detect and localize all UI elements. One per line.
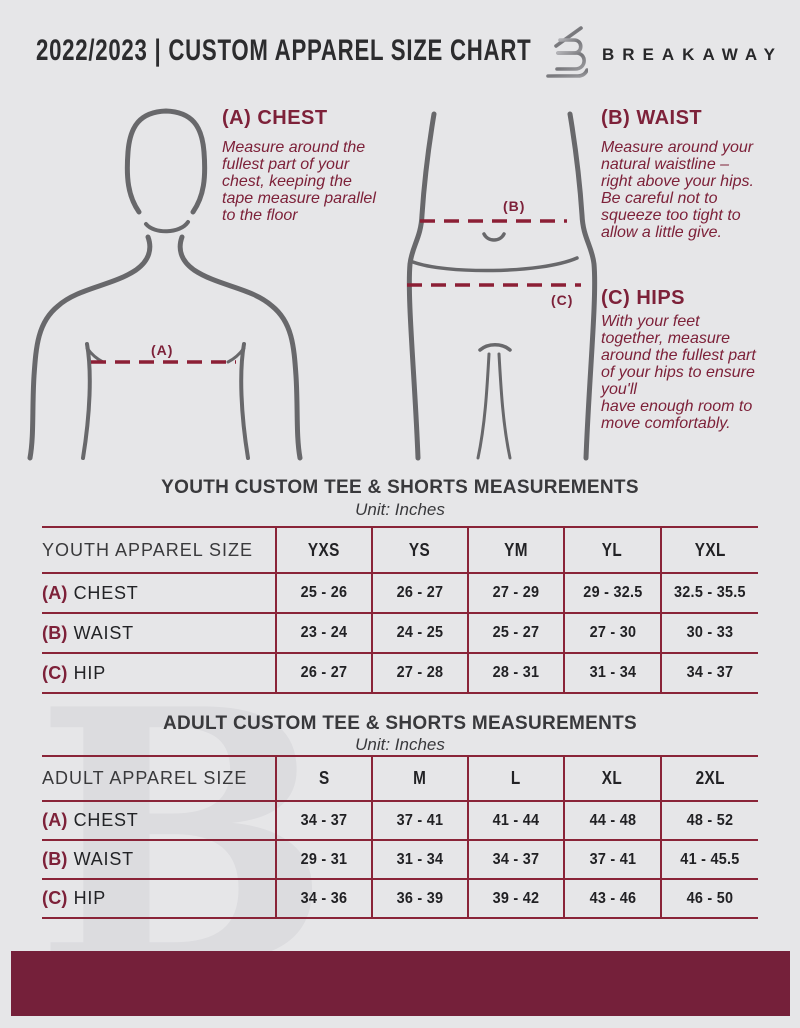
table-row: (A) CHEST 25 - 26 26 - 27 27 - 29 29 - 32… [42, 572, 758, 613]
hips-section-heading: (C) HIPS [601, 287, 685, 309]
measure-value: 26 - 27 [275, 652, 372, 694]
lower-body-figure [406, 111, 598, 461]
measure-value: 29 - 32.5 [563, 572, 661, 613]
size-header: XL [563, 755, 661, 801]
measure-value: 41 - 44 [467, 800, 564, 840]
measure-row-label: (A) CHEST [42, 572, 276, 613]
table-header-row: ADULT APPAREL SIZE S M L XL 2XL [42, 755, 758, 801]
size-header: S [275, 755, 372, 801]
size-header: YXS [275, 526, 372, 573]
youth-table-subtitle: Unit: Inches [355, 500, 445, 519]
youth-table-title: YOUTH CUSTOM TEE & SHORTS MEASUREMENTS [161, 477, 639, 498]
measure-value: 31 - 34 [563, 652, 661, 694]
measure-value: 39 - 42 [467, 878, 564, 919]
waist-section-body: Measure around your natural waistline – … [601, 139, 754, 241]
table-row: (B) WAIST 29 - 31 31 - 34 34 - 37 37 - 41… [42, 839, 758, 879]
measure-value: 30 - 33 [660, 612, 758, 653]
measure-value: 27 - 29 [467, 572, 564, 613]
size-header: L [467, 755, 564, 801]
youth-size-column-header: YOUTH APPAREL SIZE [42, 526, 276, 573]
measure-row-label: (B) WAIST [42, 612, 276, 653]
measure-value: 37 - 41 [563, 839, 661, 879]
measure-value: 34 - 36 [275, 878, 372, 919]
measure-value: 41 - 45.5 [660, 839, 758, 879]
measure-value: 34 - 37 [467, 839, 564, 879]
measure-row-label: (C) HIP [42, 878, 276, 919]
measure-value: 36 - 39 [371, 878, 468, 919]
measure-value: 34 - 37 [660, 652, 758, 694]
measure-value: 27 - 28 [371, 652, 468, 694]
measure-value: 44 - 48 [563, 800, 661, 840]
measure-value: 25 - 26 [275, 572, 372, 613]
adult-size-column-header: ADULT APPAREL SIZE [42, 755, 276, 801]
measure-value: 28 - 31 [467, 652, 564, 694]
page-title: 2022/2023 | CUSTOM APPAREL SIZE CHART [36, 34, 532, 67]
chest-marker-label: (A) [151, 342, 174, 358]
measure-value: 43 - 46 [563, 878, 661, 919]
measure-value: 48 - 52 [660, 800, 758, 840]
table-header-row: YOUTH APPAREL SIZE YXS YS YM YL YXL [42, 526, 758, 573]
adult-table-title: ADULT CUSTOM TEE & SHORTS MEASUREMENTS [162, 713, 638, 734]
measure-value: 24 - 25 [371, 612, 468, 653]
measure-value: 32.5 - 35.5 [660, 572, 758, 613]
adult-size-table: ADULT APPAREL SIZE S M L XL 2XL (A) CHEST… [42, 755, 758, 919]
size-header: YL [563, 526, 661, 573]
measure-value: 23 - 24 [275, 612, 372, 653]
waist-marker-label: (B) [503, 198, 526, 214]
measure-value: 34 - 37 [275, 800, 372, 840]
waist-section-heading: (B) WAIST [601, 107, 703, 129]
breakaway-b-logo-icon [546, 26, 588, 78]
measure-row-label: (A) CHEST [42, 800, 276, 840]
measure-value: 25 - 27 [467, 612, 564, 653]
measure-value: 31 - 34 [371, 839, 468, 879]
measure-value: 46 - 50 [660, 878, 758, 919]
size-header: 2XL [660, 755, 758, 801]
measure-value: 37 - 41 [371, 800, 468, 840]
hips-marker-label: (C) [551, 292, 574, 308]
measure-value: 27 - 30 [563, 612, 661, 653]
size-header: M [371, 755, 468, 801]
size-header: YXL [660, 526, 758, 573]
hips-section-body: With your feet together, measure around … [601, 313, 756, 432]
table-row: (C) HIP 26 - 27 27 - 28 28 - 31 31 - 34 3… [42, 652, 758, 694]
footer-bar [11, 951, 790, 1016]
adult-table-subtitle: Unit: Inches [355, 735, 445, 754]
size-header: YM [467, 526, 564, 573]
table-row: (C) HIP 34 - 36 36 - 39 39 - 42 43 - 46 4… [42, 878, 758, 919]
brand-name: BREAKAWAY [602, 45, 783, 64]
table-row: (B) WAIST 23 - 24 24 - 25 25 - 27 27 - 30… [42, 612, 758, 653]
size-header: YS [371, 526, 468, 573]
measure-value: 29 - 31 [275, 839, 372, 879]
table-row: (A) CHEST 34 - 37 37 - 41 41 - 44 44 - 48… [42, 800, 758, 840]
measure-row-label: (B) WAIST [42, 839, 276, 879]
chest-section-body: Measure around the fullest part of your … [222, 139, 376, 224]
measure-row-label: (C) HIP [42, 652, 276, 694]
measure-value: 26 - 27 [371, 572, 468, 613]
chest-section-heading: (A) CHEST [222, 107, 328, 129]
youth-size-table: YOUTH APPAREL SIZE YXS YS YM YL YXL (A) C… [42, 526, 758, 694]
